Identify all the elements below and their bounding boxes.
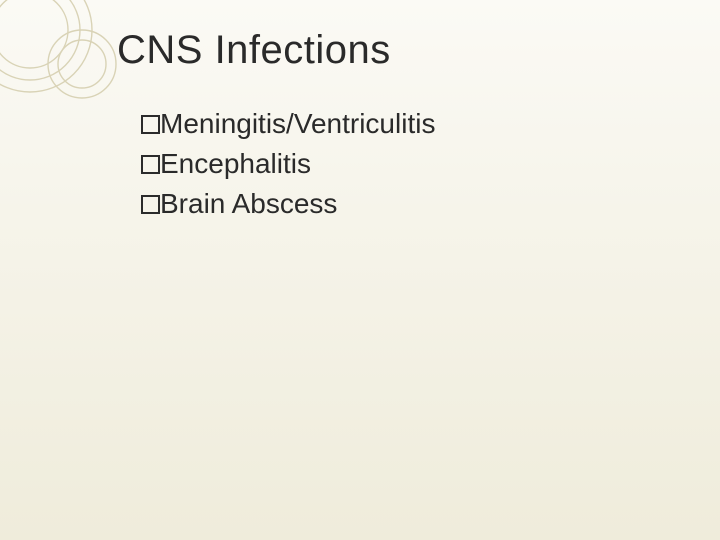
corner-rings-decoration xyxy=(0,0,160,160)
bullet-item: Meningitis/Ventriculitis xyxy=(141,108,435,140)
square-bullet-icon xyxy=(141,115,160,134)
slide-title: CNS Infections xyxy=(117,28,391,73)
square-bullet-icon xyxy=(141,155,160,174)
bullet-label: Brain Abscess xyxy=(160,188,337,220)
bullet-label: Encephalitis xyxy=(160,148,311,180)
square-bullet-icon xyxy=(141,195,160,214)
bullet-label: Meningitis/Ventriculitis xyxy=(160,108,435,140)
slide: CNS Infections Meningitis/Ventriculitis … xyxy=(0,0,720,540)
bullet-list: Meningitis/Ventriculitis Encephalitis Br… xyxy=(141,108,435,220)
bullet-item: Encephalitis xyxy=(141,148,435,180)
bullet-item: Brain Abscess xyxy=(141,188,435,220)
